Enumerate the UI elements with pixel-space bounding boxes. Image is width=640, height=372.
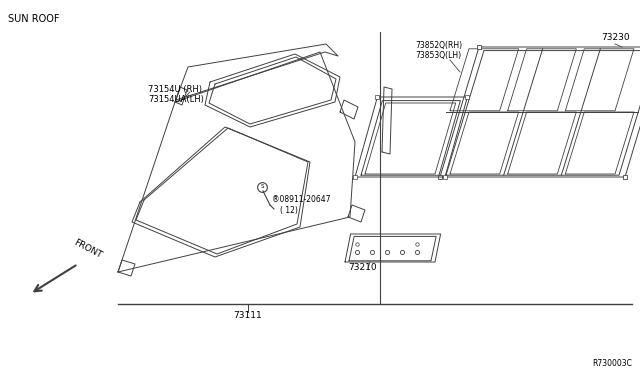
Text: S: S: [260, 185, 264, 189]
Text: SUN ROOF: SUN ROOF: [8, 14, 60, 24]
Text: R730003C: R730003C: [592, 359, 632, 368]
Text: 73210: 73210: [348, 263, 376, 272]
Text: 73154UA(LH): 73154UA(LH): [148, 95, 204, 104]
Text: ®08911-20647: ®08911-20647: [272, 195, 330, 204]
Text: FRONT: FRONT: [72, 238, 103, 260]
Text: 73111: 73111: [234, 311, 262, 320]
Text: 73230: 73230: [602, 33, 630, 42]
Text: 73852Q(RH): 73852Q(RH): [415, 41, 462, 50]
Text: 73154U (RH): 73154U (RH): [148, 85, 202, 94]
Text: ( 12): ( 12): [280, 206, 298, 215]
Text: 73853Q(LH): 73853Q(LH): [415, 51, 461, 60]
